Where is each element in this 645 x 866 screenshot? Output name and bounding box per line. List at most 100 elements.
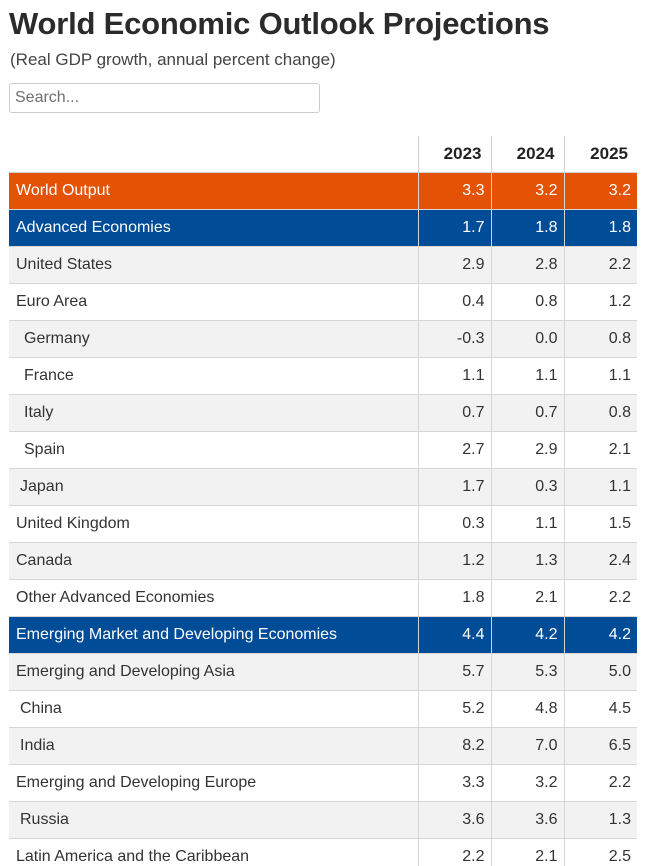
value-2023: 3.3 (417, 764, 491, 802)
row-name: India (9, 727, 418, 765)
value-2024: 2.1 (490, 579, 564, 617)
value-2023: -0.3 (417, 320, 491, 358)
value-2025: 4.2 (563, 616, 637, 654)
value-2023: 0.4 (417, 283, 491, 321)
row-name: Other Advanced Economies (9, 579, 418, 617)
table-row: Japan 1.7 0.3 1.1 (9, 468, 637, 506)
value-2023: 1.1 (417, 357, 491, 395)
table-row: Advanced Economies 1.7 1.8 1.8 (9, 209, 637, 247)
value-2023: 5.7 (417, 653, 491, 691)
row-name: Euro Area (9, 283, 418, 321)
row-name: France (9, 357, 418, 395)
value-2024: 0.7 (490, 394, 564, 432)
value-2023: 3.6 (417, 801, 491, 839)
value-2024: 1.8 (490, 209, 564, 247)
value-2025: 3.2 (563, 172, 637, 210)
row-name: Emerging and Developing Europe (9, 764, 418, 802)
row-name: Emerging Market and Developing Economies (9, 616, 418, 654)
value-2025: 1.1 (563, 357, 637, 395)
table-row: Germany -0.3 0.0 0.8 (9, 320, 637, 358)
value-2024: 2.9 (490, 431, 564, 469)
value-2024: 4.8 (490, 690, 564, 728)
table-row: Emerging and Developing Asia 5.7 5.3 5.0 (9, 653, 637, 691)
page-subtitle: (Real GDP growth, annual percent change) (10, 50, 336, 69)
value-2024: 2.8 (490, 246, 564, 284)
value-2025: 4.5 (563, 690, 637, 728)
table-row: Euro Area 0.4 0.8 1.2 (9, 283, 637, 321)
value-2024: 0.3 (490, 468, 564, 506)
value-2024: 1.1 (490, 505, 564, 543)
value-2024: 0.8 (490, 283, 564, 321)
value-2023: 1.7 (417, 468, 491, 506)
value-2024: 4.2 (490, 616, 564, 654)
row-name: United States (9, 246, 418, 284)
value-2023: 0.7 (417, 394, 491, 432)
table-row: United Kingdom 0.3 1.1 1.5 (9, 505, 637, 543)
projections-table: 2023 2024 2025 World Output 3.3 3.2 3.2 Adva… (9, 136, 637, 866)
value-2023: 2.2 (417, 838, 491, 866)
row-name: Latin America and the Caribbean (9, 838, 418, 866)
value-2025: 2.4 (563, 542, 637, 580)
table-row: China 5.2 4.8 4.5 (9, 690, 637, 728)
value-2025: 1.8 (563, 209, 637, 247)
value-2023: 2.7 (417, 431, 491, 469)
value-2024: 5.3 (490, 653, 564, 691)
row-name: China (9, 690, 418, 728)
row-name: Advanced Economies (9, 209, 418, 247)
table-row: Emerging Market and Developing Economies… (9, 616, 637, 654)
value-2025: 1.2 (563, 283, 637, 321)
value-2023: 0.3 (417, 505, 491, 543)
value-2025: 1.5 (563, 505, 637, 543)
value-2024: 3.6 (490, 801, 564, 839)
value-2023: 1.2 (417, 542, 491, 580)
value-2025: 2.2 (563, 246, 637, 284)
row-name: Japan (9, 468, 418, 506)
column-header-2025[interactable]: 2025 (563, 136, 637, 173)
table-row: Italy 0.7 0.7 0.8 (9, 394, 637, 432)
row-name: Emerging and Developing Asia (9, 653, 418, 691)
value-2025: 2.2 (563, 579, 637, 617)
column-header-2024[interactable]: 2024 (490, 136, 564, 173)
table-row: World Output 3.3 3.2 3.2 (9, 172, 637, 210)
value-2023: 1.8 (417, 579, 491, 617)
row-name: World Output (9, 172, 418, 210)
value-2025: 2.5 (563, 838, 637, 866)
value-2024: 2.1 (490, 838, 564, 866)
value-2025: 1.1 (563, 468, 637, 506)
value-2024: 3.2 (490, 172, 564, 210)
table-header-row: 2023 2024 2025 (9, 136, 637, 173)
row-name: Italy (9, 394, 418, 432)
table-row: Russia 3.6 3.6 1.3 (9, 801, 637, 839)
value-2023: 4.4 (417, 616, 491, 654)
row-name: Canada (9, 542, 418, 580)
value-2024: 0.0 (490, 320, 564, 358)
value-2023: 1.7 (417, 209, 491, 247)
value-2024: 1.1 (490, 357, 564, 395)
value-2025: 0.8 (563, 394, 637, 432)
value-2023: 8.2 (417, 727, 491, 765)
value-2023: 3.3 (417, 172, 491, 210)
table-body: World Output 3.3 3.2 3.2 Advanced Economies 1… (9, 172, 637, 866)
row-name: Germany (9, 320, 418, 358)
table-row: Latin America and the Caribbean 2.2 2.1 2.5 (9, 838, 637, 866)
value-2023: 5.2 (417, 690, 491, 728)
value-2025: 2.1 (563, 431, 637, 469)
table-row: India 8.2 7.0 6.5 (9, 727, 637, 765)
value-2025: 5.0 (563, 653, 637, 691)
value-2025: 6.5 (563, 727, 637, 765)
value-2025: 1.3 (563, 801, 637, 839)
search-input[interactable] (9, 83, 320, 113)
value-2023: 2.9 (417, 246, 491, 284)
page-title: World Economic Outlook Projections (9, 6, 550, 41)
value-2025: 2.2 (563, 764, 637, 802)
column-header-2023[interactable]: 2023 (417, 136, 491, 173)
row-name: Russia (9, 801, 418, 839)
table-row: Emerging and Developing Europe 3.3 3.2 2.2 (9, 764, 637, 802)
table-row: Spain 2.7 2.9 2.1 (9, 431, 637, 469)
column-header-country (9, 136, 418, 173)
value-2024: 1.3 (490, 542, 564, 580)
table-row: United States 2.9 2.8 2.2 (9, 246, 637, 284)
table-row: Other Advanced Economies 1.8 2.1 2.2 (9, 579, 637, 617)
table-row: Canada 1.2 1.3 2.4 (9, 542, 637, 580)
